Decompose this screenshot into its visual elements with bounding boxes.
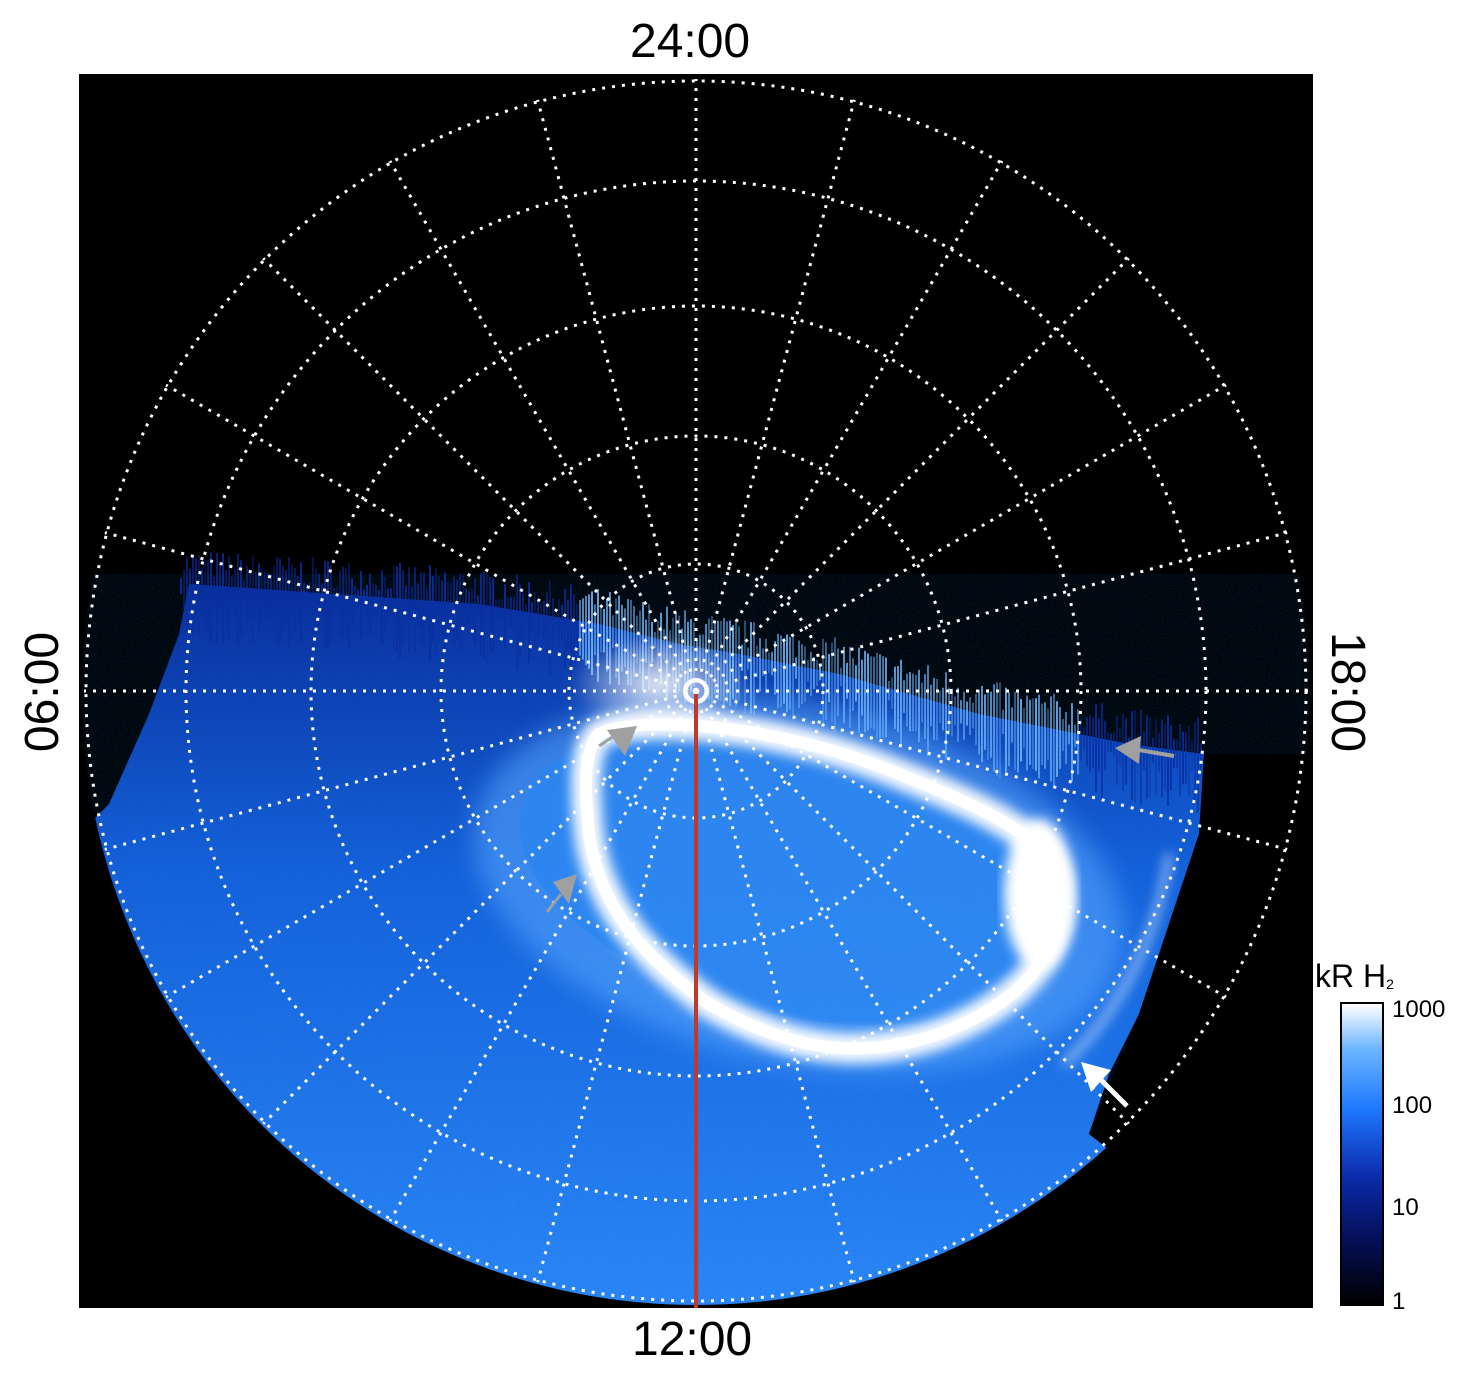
colorbar-tick-10: 10 [1392, 1194, 1419, 1221]
grey-arrow-2 [545, 874, 577, 913]
grid-spoke [695, 689, 1288, 851]
grid-spoke [165, 383, 697, 693]
grid-spoke [388, 160, 698, 692]
colorbar [1340, 1002, 1384, 1306]
grid-spoke [388, 690, 698, 1222]
colorbar-tick-1000: 1000 [1392, 996, 1446, 1023]
grid-spoke [695, 689, 1227, 999]
label-local-time-top: 24:00 [630, 15, 751, 68]
grey-arrow-3 [1115, 736, 1175, 764]
grid-spoke [694, 257, 1130, 693]
grid-spoke [694, 160, 1004, 692]
grid-spoke [694, 99, 856, 692]
aurora-image [82, 79, 1310, 1308]
grid-spoke [695, 383, 1227, 693]
grid-spoke [694, 689, 1130, 1125]
colorbar-tick-100: 100 [1392, 1092, 1433, 1119]
grey-arrow-1 [598, 726, 637, 756]
grid-spoke [694, 690, 1004, 1222]
colorbar-title: kR H2 [1315, 958, 1394, 994]
outer-emission-arc [1062, 853, 1172, 1066]
grid-spoke [262, 689, 698, 1125]
main-oval [571, 709, 1075, 1064]
colorbar-tick-1: 1 [1392, 1288, 1406, 1315]
label-local-time-right: 18:00 [1321, 631, 1374, 753]
grid-spoke [104, 689, 697, 851]
white-arrow [1081, 1062, 1129, 1108]
label-local-time-bottom: 12:00 [632, 1313, 753, 1366]
grid-spoke [104, 531, 697, 693]
cusp-glow [569, 634, 749, 734]
grid-spoke [536, 99, 698, 692]
grid-spoke [262, 257, 698, 693]
label-local-time-left: 06:00 [16, 631, 69, 753]
polar-plot [79, 74, 1313, 1308]
grid-spoke [694, 690, 856, 1283]
